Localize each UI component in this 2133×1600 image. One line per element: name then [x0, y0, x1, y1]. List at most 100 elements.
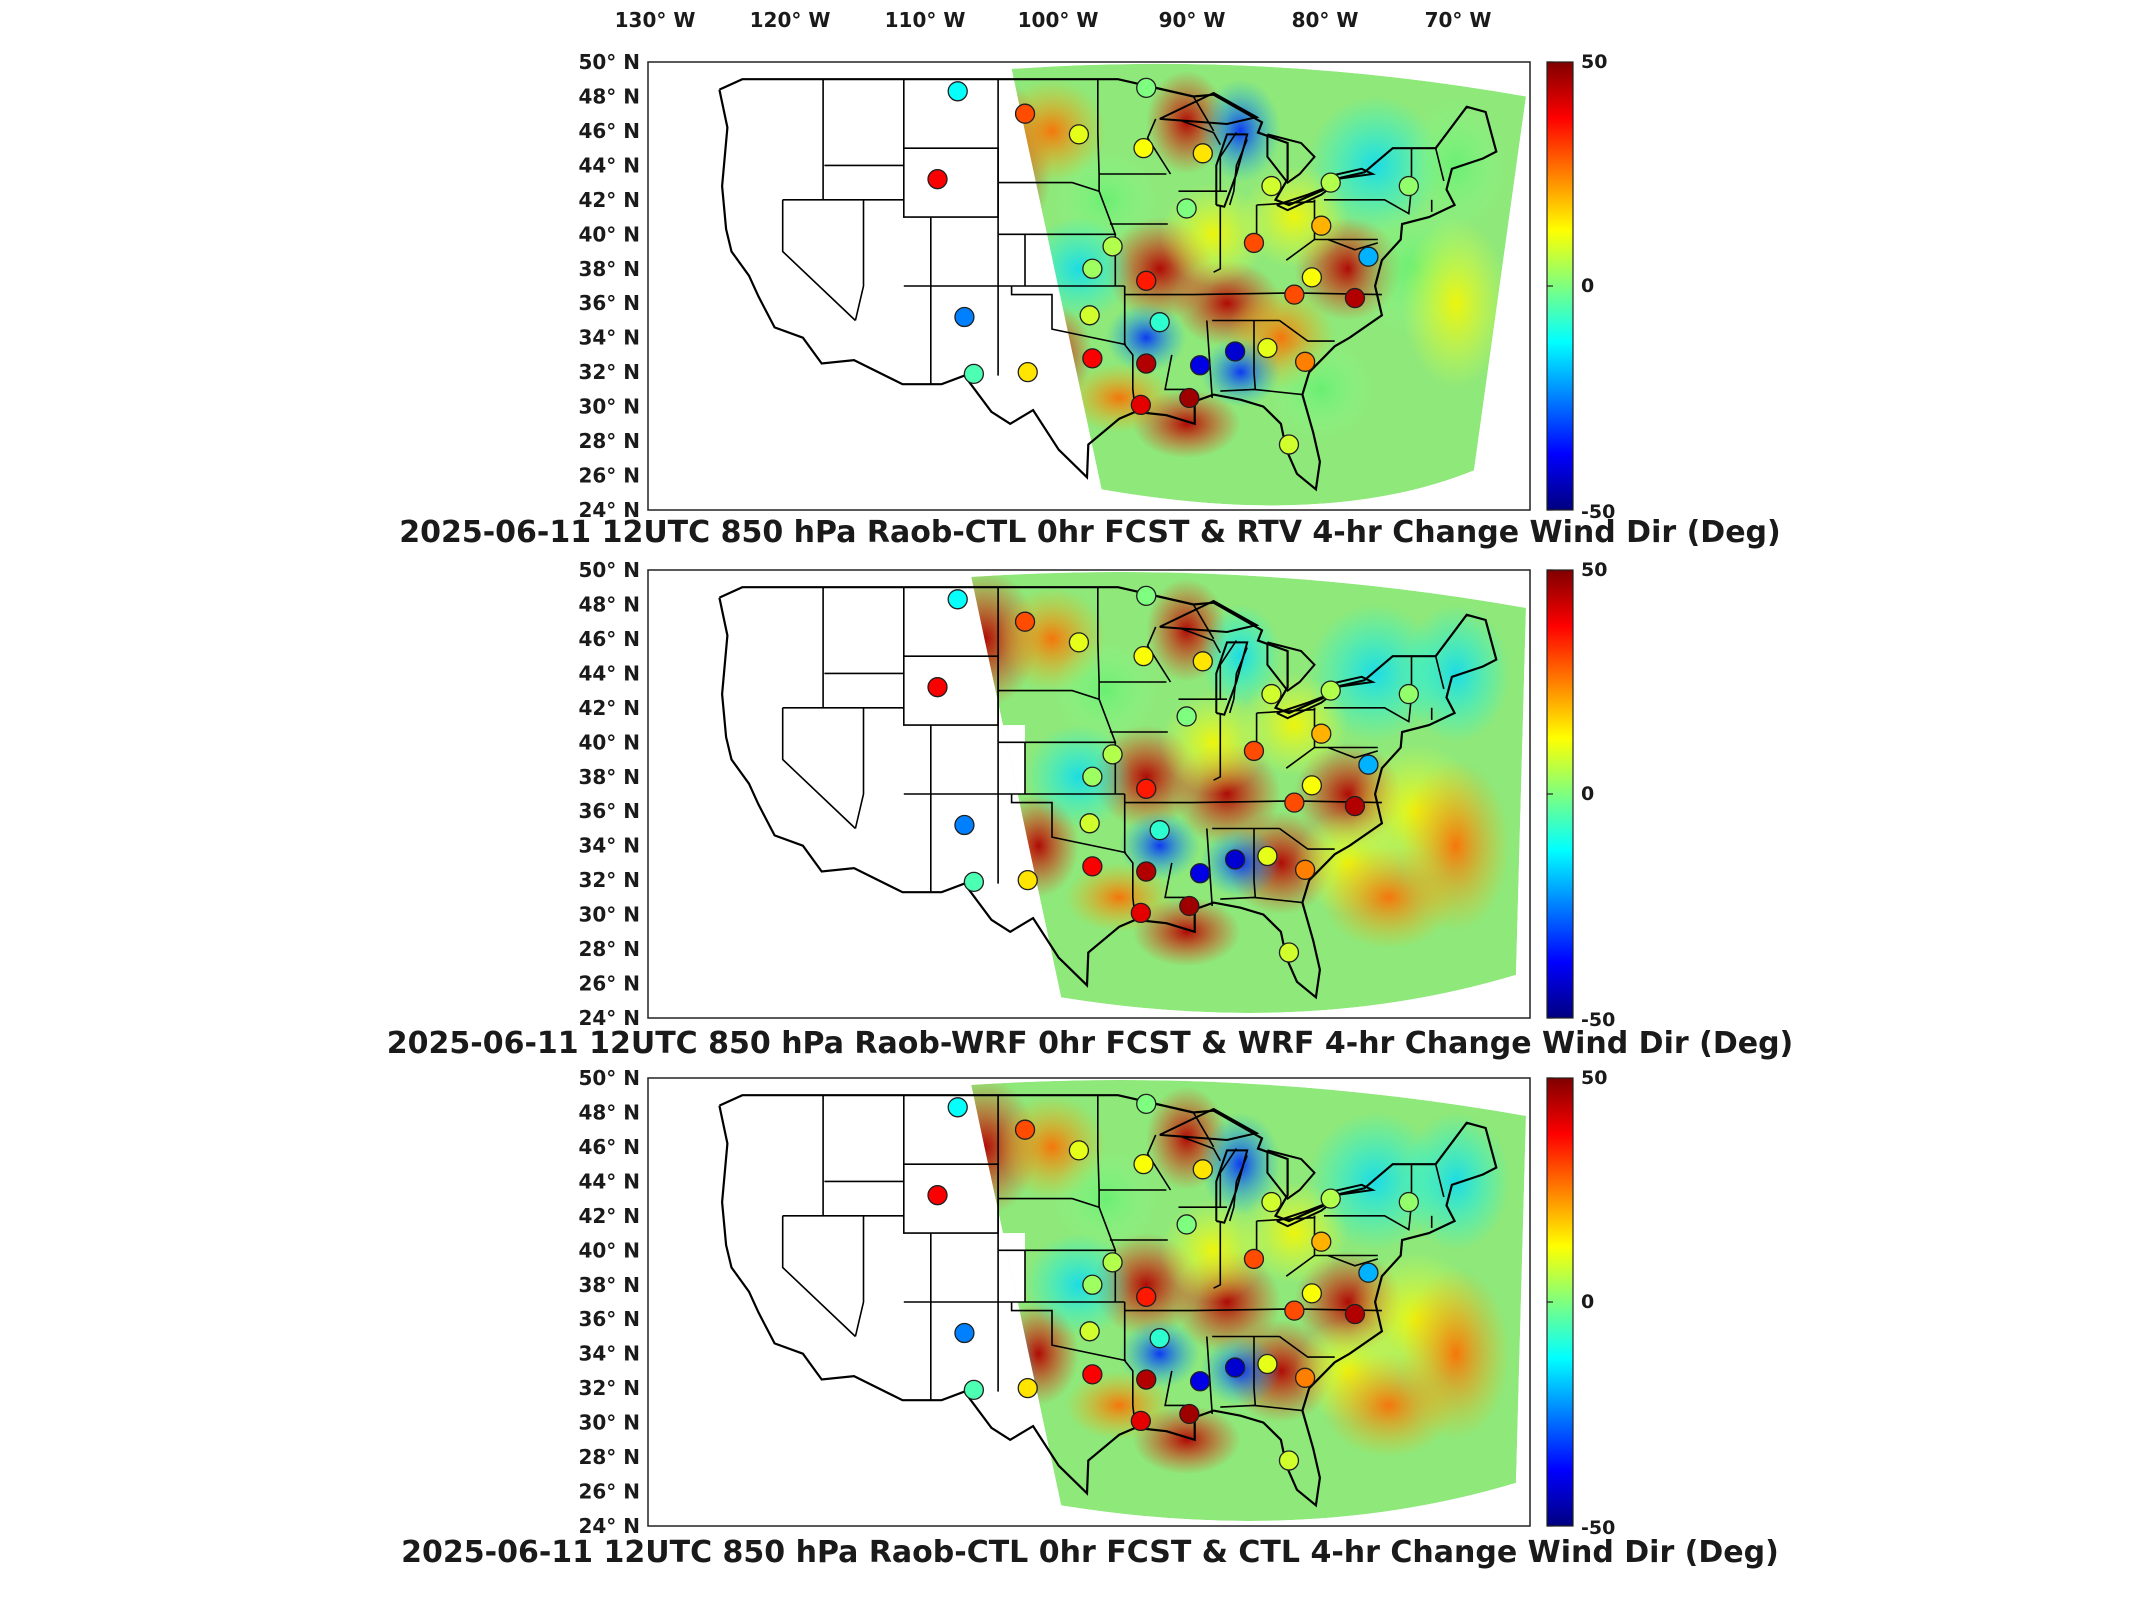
raob-station-marker[interactable]: [963, 871, 985, 893]
raob-station-marker[interactable]: [1294, 1367, 1316, 1388]
raob-station-marker[interactable]: [1344, 795, 1366, 817]
raob-station-marker[interactable]: [963, 1379, 985, 1401]
raob-station-marker[interactable]: [1261, 1191, 1282, 1213]
raob-station-marker[interactable]: [1284, 1300, 1305, 1321]
raob-station-marker[interactable]: [1014, 103, 1036, 124]
raob-station-marker[interactable]: [1224, 849, 1246, 870]
raob-station-marker[interactable]: [1130, 1410, 1151, 1432]
raob-station-marker[interactable]: [927, 677, 948, 698]
raob-station-marker[interactable]: [1278, 1450, 1300, 1471]
raob-station-marker[interactable]: [1149, 1328, 1170, 1349]
raob-station-marker[interactable]: [1136, 778, 1157, 799]
raob-station-marker[interactable]: [1189, 863, 1211, 884]
raob-station-marker[interactable]: [1294, 859, 1316, 880]
raob-station-marker[interactable]: [1179, 895, 1200, 917]
raob-station-marker[interactable]: [1017, 1378, 1038, 1399]
raob-station-marker[interactable]: [1176, 1214, 1197, 1235]
raob-station-marker[interactable]: [1358, 1262, 1379, 1283]
raob-station-marker[interactable]: [1102, 236, 1123, 257]
raob-station-marker[interactable]: [1082, 766, 1103, 787]
raob-station-marker[interactable]: [1133, 646, 1154, 667]
raob-station-marker[interactable]: [1068, 632, 1090, 653]
raob-station-marker[interactable]: [1320, 680, 1341, 701]
raob-station-marker[interactable]: [1301, 267, 1323, 288]
raob-station-marker[interactable]: [1102, 744, 1123, 765]
raob-station-marker[interactable]: [947, 589, 968, 610]
raob-station-marker[interactable]: [1243, 1248, 1265, 1270]
raob-station-marker[interactable]: [954, 306, 975, 328]
raob-station-marker[interactable]: [1136, 1369, 1157, 1390]
raob-station-marker[interactable]: [1261, 175, 1282, 197]
raob-station-marker[interactable]: [927, 1185, 948, 1206]
raob-station-marker[interactable]: [1068, 1140, 1090, 1161]
raob-station-marker[interactable]: [1082, 258, 1103, 279]
raob-station-marker[interactable]: [1149, 312, 1170, 333]
raob-station-marker[interactable]: [1082, 348, 1103, 369]
raob-station-marker[interactable]: [1320, 172, 1341, 193]
raob-station-marker[interactable]: [1079, 305, 1100, 326]
raob-station-marker[interactable]: [1301, 775, 1323, 796]
raob-station-marker[interactable]: [1079, 813, 1100, 834]
raob-station-marker[interactable]: [1176, 198, 1197, 219]
raob-station-marker[interactable]: [1344, 287, 1366, 309]
raob-station-marker[interactable]: [1320, 1188, 1341, 1209]
raob-station-marker[interactable]: [1278, 942, 1300, 963]
raob-station-marker[interactable]: [1192, 1159, 1213, 1180]
raob-station-marker[interactable]: [1278, 434, 1300, 455]
raob-station-marker[interactable]: [1398, 683, 1419, 705]
raob-station-marker[interactable]: [1136, 585, 1157, 606]
raob-station-marker[interactable]: [1136, 1093, 1157, 1114]
raob-station-marker[interactable]: [1301, 1283, 1323, 1304]
raob-station-marker[interactable]: [1398, 175, 1419, 197]
raob-station-marker[interactable]: [947, 81, 968, 102]
raob-station-marker[interactable]: [963, 363, 985, 385]
raob-station-marker[interactable]: [1136, 77, 1157, 98]
raob-station-marker[interactable]: [1224, 1357, 1246, 1378]
raob-station-marker[interactable]: [1398, 1191, 1419, 1213]
raob-station-marker[interactable]: [1311, 723, 1332, 744]
raob-station-marker[interactable]: [1294, 351, 1316, 372]
raob-station-marker[interactable]: [1136, 353, 1157, 374]
raob-station-marker[interactable]: [1224, 341, 1246, 362]
raob-station-marker[interactable]: [1243, 232, 1265, 254]
raob-station-marker[interactable]: [1102, 1252, 1123, 1273]
raob-station-marker[interactable]: [1358, 754, 1379, 775]
raob-station-marker[interactable]: [1243, 740, 1265, 762]
raob-station-marker[interactable]: [1189, 355, 1211, 376]
raob-station-marker[interactable]: [1017, 870, 1038, 891]
raob-station-marker[interactable]: [1176, 706, 1197, 727]
raob-station-marker[interactable]: [954, 814, 975, 836]
raob-station-marker[interactable]: [1149, 820, 1170, 841]
raob-station-marker[interactable]: [1133, 138, 1154, 159]
raob-station-marker[interactable]: [1257, 337, 1278, 359]
raob-station-marker[interactable]: [1311, 215, 1332, 236]
raob-station-marker[interactable]: [1079, 1321, 1100, 1342]
raob-station-marker[interactable]: [1082, 1274, 1103, 1295]
raob-station-marker[interactable]: [1014, 611, 1036, 632]
raob-station-marker[interactable]: [1284, 284, 1305, 305]
raob-station-marker[interactable]: [1082, 856, 1103, 877]
raob-station-marker[interactable]: [1133, 1154, 1154, 1175]
raob-station-marker[interactable]: [947, 1097, 968, 1118]
raob-station-marker[interactable]: [927, 169, 948, 190]
raob-station-marker[interactable]: [1014, 1119, 1036, 1140]
raob-station-marker[interactable]: [1136, 270, 1157, 291]
raob-station-marker[interactable]: [1082, 1364, 1103, 1385]
raob-station-marker[interactable]: [1358, 246, 1379, 267]
raob-station-marker[interactable]: [1344, 1303, 1366, 1325]
raob-station-marker[interactable]: [1179, 387, 1200, 409]
raob-station-marker[interactable]: [1136, 861, 1157, 882]
raob-station-marker[interactable]: [1130, 902, 1151, 924]
raob-station-marker[interactable]: [1261, 683, 1282, 705]
raob-station-marker[interactable]: [1130, 394, 1151, 416]
raob-station-marker[interactable]: [1284, 792, 1305, 813]
raob-station-marker[interactable]: [1179, 1403, 1200, 1425]
raob-station-marker[interactable]: [1257, 1353, 1278, 1375]
raob-station-marker[interactable]: [1017, 362, 1038, 383]
raob-station-marker[interactable]: [954, 1322, 975, 1344]
raob-station-marker[interactable]: [1068, 124, 1090, 145]
raob-station-marker[interactable]: [1136, 1286, 1157, 1307]
raob-station-marker[interactable]: [1189, 1371, 1211, 1392]
raob-station-marker[interactable]: [1192, 651, 1213, 672]
raob-station-marker[interactable]: [1257, 845, 1278, 867]
